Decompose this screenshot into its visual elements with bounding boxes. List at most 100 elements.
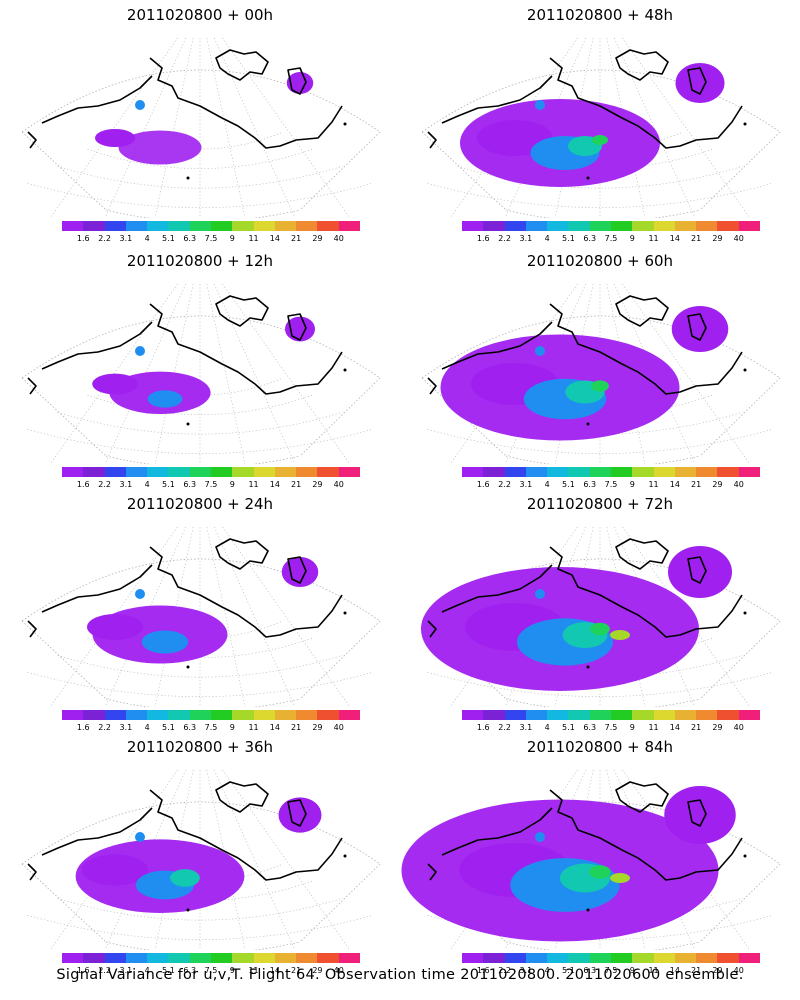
domain-boundary xyxy=(699,620,781,700)
colorbar-tick-label: 6.3 xyxy=(583,480,597,489)
colorbar-swatch xyxy=(653,953,675,963)
colorbar-swatch xyxy=(189,467,211,477)
coastline-kamchatka xyxy=(27,131,37,149)
meridian-line xyxy=(154,37,194,218)
coastline-north-america xyxy=(149,546,343,638)
variance-region xyxy=(135,346,145,356)
variance-region xyxy=(281,557,319,587)
variance-region xyxy=(92,373,138,395)
island-dot xyxy=(186,422,190,426)
colorbar-tick-label: 9 xyxy=(229,234,235,243)
colorbar-swatch xyxy=(632,710,654,720)
colorbar-tick-label: 40 xyxy=(733,234,744,243)
island-dot xyxy=(586,176,590,180)
latitude-line xyxy=(427,671,773,697)
colorbar-swatch xyxy=(189,710,211,720)
colorbar-tick-label: 40 xyxy=(333,480,344,489)
latitude-line xyxy=(57,165,343,189)
panel-title: 2011020800 + 00h xyxy=(126,6,274,24)
meridian-line xyxy=(622,769,751,950)
coastline-baffin xyxy=(287,799,307,827)
variance-map xyxy=(421,283,781,464)
colorbar-tick-label: 5.1 xyxy=(162,480,175,489)
colorbar-swatch xyxy=(210,953,233,963)
colorbar-tick-label: 2.2 xyxy=(98,966,111,975)
colorbar-tick-label: 21 xyxy=(691,234,702,243)
variance-field xyxy=(87,557,319,664)
variance-map xyxy=(21,283,381,464)
coastline-north-america xyxy=(149,789,343,881)
coastline-kamchatka xyxy=(27,863,37,881)
colorbar-tick-label: 3.1 xyxy=(519,966,533,975)
colorbar-swatch xyxy=(568,221,590,231)
colorbar-swatch xyxy=(696,221,718,231)
colorbar-swatch xyxy=(462,710,484,720)
domain-boundary xyxy=(505,941,701,950)
coastline-baffin xyxy=(287,67,307,95)
colorbar-tick-label: 4 xyxy=(544,966,550,975)
colorbar-swatch xyxy=(147,221,169,231)
colorbar-tick-label: 6.3 xyxy=(183,723,197,732)
colorbar-tick-label: 9 xyxy=(229,480,235,489)
colorbar-swatch xyxy=(632,953,654,963)
colorbar-tick-label: 11 xyxy=(648,234,659,243)
forecast-panel: 2011020800 + 60h 1.6 2.2 3.1 4 5.1 6.3 7.5 9 11 14… xyxy=(400,246,800,492)
island-dot xyxy=(586,665,590,669)
colorbar-swatch xyxy=(674,710,697,720)
colorbar-swatch xyxy=(317,953,339,963)
colorbar-swatch xyxy=(696,953,718,963)
variance-region xyxy=(95,129,135,147)
island-dot xyxy=(743,854,747,858)
island-dot xyxy=(343,122,347,126)
colorbar-tick-label: 9 xyxy=(629,234,635,243)
colorbar-tick-label: 9 xyxy=(229,966,235,975)
colorbar-swatch xyxy=(274,467,297,477)
colorbar-swatch xyxy=(717,710,739,720)
variance-map xyxy=(21,526,381,707)
domain-boundary xyxy=(505,209,701,218)
variance-field xyxy=(460,63,725,187)
colorbar-tick-label: 3.1 xyxy=(119,723,133,732)
island-dot xyxy=(586,422,590,426)
colorbar-labels: 1.6 2.2 3.1 4 5.1 6.3 7.5 9 11 14 21 29 40 xyxy=(62,480,360,490)
latitude-line xyxy=(27,428,373,454)
colorbar-tick-label: 14 xyxy=(669,723,680,732)
graticule xyxy=(27,37,373,218)
colorbar-tick-label: 1.6 xyxy=(76,480,90,489)
meridian-line xyxy=(206,283,246,464)
colorbar-swatch xyxy=(589,953,611,963)
coastlines xyxy=(27,49,343,149)
colorbar-tick-label: 21 xyxy=(291,723,302,732)
coastline-arctic-islands xyxy=(615,781,669,813)
meridian-line xyxy=(622,283,751,464)
colorbar-labels: 1.6 2.2 3.1 4 5.1 6.3 7.5 9 11 14 21 29 40 xyxy=(462,966,760,976)
colorbar-tick-label: 21 xyxy=(291,966,302,975)
colorbar-swatch xyxy=(738,710,760,720)
colorbar-labels: 1.6 2.2 3.1 4 5.1 6.3 7.5 9 11 14 21 29 40 xyxy=(62,723,360,733)
colorbar-swatch xyxy=(168,467,190,477)
domain-boundary xyxy=(21,558,381,622)
colorbar-tick-label: 40 xyxy=(733,723,744,732)
latitude-line xyxy=(427,914,773,940)
colorbar-tick-label: 1.6 xyxy=(76,966,90,975)
island-dot xyxy=(186,665,190,669)
coastline-siberia xyxy=(441,321,553,370)
colorbar-tick-label: 29 xyxy=(312,723,323,732)
island-dot xyxy=(743,368,747,372)
panel-title: 2011020800 + 36h xyxy=(126,738,274,756)
variance-region xyxy=(535,832,545,842)
coastlines xyxy=(427,538,743,638)
domain-boundary xyxy=(505,698,701,707)
colorbar-tick-label: 5.1 xyxy=(562,723,575,732)
meridian-line xyxy=(49,37,178,218)
colorbar-tick-label: 2.2 xyxy=(498,480,511,489)
colorbar-tick-label: 7.5 xyxy=(204,723,218,732)
variance-map xyxy=(421,526,781,707)
coastline-siberia xyxy=(41,807,153,856)
colorbar-swatch xyxy=(253,710,275,720)
colorbar-swatch xyxy=(104,710,126,720)
colorbar-tick-label: 14 xyxy=(269,966,280,975)
colorbar-swatch xyxy=(189,221,211,231)
colorbar-tick-label: 40 xyxy=(733,966,744,975)
colorbar-tick-label: 4 xyxy=(544,234,550,243)
